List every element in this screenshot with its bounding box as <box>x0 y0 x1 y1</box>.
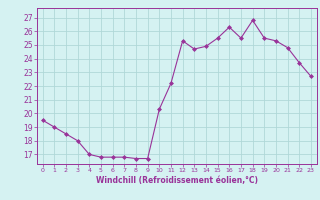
X-axis label: Windchill (Refroidissement éolien,°C): Windchill (Refroidissement éolien,°C) <box>96 176 258 185</box>
